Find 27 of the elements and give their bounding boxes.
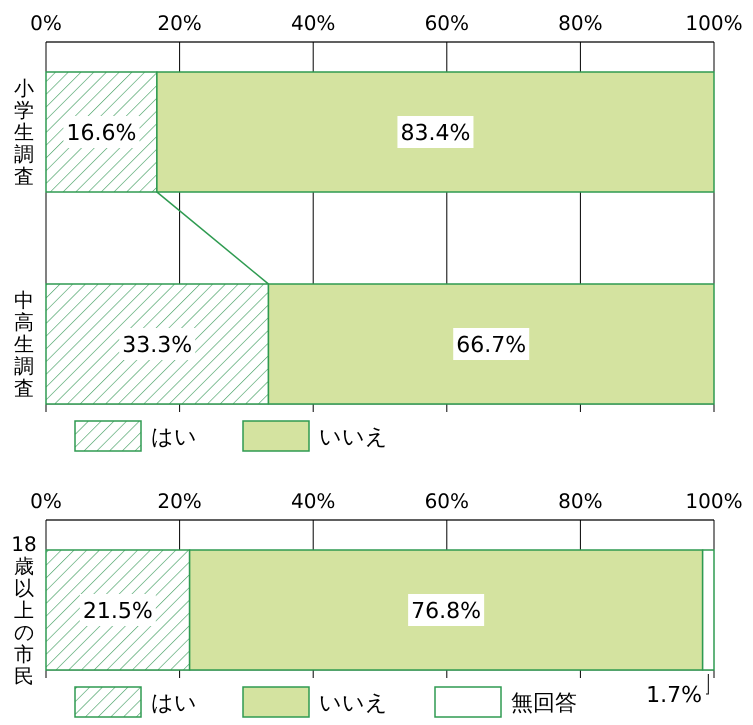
x-tick-label: 40% <box>290 489 336 513</box>
data-label: 21.5% <box>82 599 153 624</box>
x-tick-label: 60% <box>424 11 470 35</box>
data-label: 66.7% <box>456 333 526 358</box>
y-tick-label: 小学生調査 <box>14 76 34 188</box>
legend-label: いいえ <box>319 691 388 716</box>
x-tick-label: 100% <box>685 11 743 35</box>
data-label: 33.3% <box>122 333 192 358</box>
x-tick-label: 0% <box>30 489 62 513</box>
x-tick-label: 20% <box>157 489 202 513</box>
legend-label: いいえ <box>319 425 388 450</box>
x-tick-label: 40% <box>290 11 336 35</box>
y-tick-label: 中高生調査 <box>14 288 34 400</box>
legend-label: 無回答 <box>511 691 577 716</box>
legend-label: はい <box>151 425 197 450</box>
data-label: 1.7% <box>646 683 702 708</box>
x-tick-label: 80% <box>558 489 603 513</box>
legend-label: はい <box>151 691 197 716</box>
y-tick-label: 18歳以上の市民 <box>11 532 37 688</box>
x-tick-label: 100% <box>685 489 743 513</box>
x-tick-label: 20% <box>157 11 202 35</box>
data-label: 16.6% <box>66 121 136 146</box>
data-label: 83.4% <box>400 121 470 146</box>
data-label: 76.8% <box>411 599 482 624</box>
x-tick-label: 80% <box>558 11 603 35</box>
x-tick-label: 60% <box>424 489 470 513</box>
x-tick-label: 0% <box>30 11 62 35</box>
